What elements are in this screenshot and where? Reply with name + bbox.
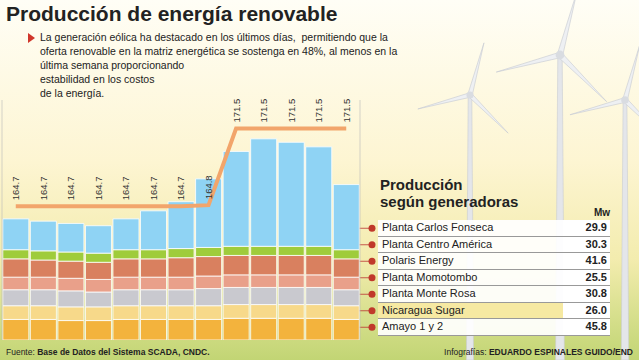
html-text:45.8: 45.8 <box>585 320 607 332</box>
html-text:Planta Centro América: Planta Centro América <box>382 237 493 250</box>
html-text:41.6: 41.6 <box>585 254 607 266</box>
svg-text:164.7: 164.7 <box>148 177 159 201</box>
html-text:30.3: 30.3 <box>585 237 607 250</box>
svg-text:171.5: 171.5 <box>231 99 242 123</box>
svg-text:164.7: 164.7 <box>65 177 76 201</box>
html-text:25.5: 25.5 <box>585 270 607 283</box>
svg-text:164.7: 164.7 <box>10 177 21 201</box>
html-text:Fuente: Base de Datos del Sist: Fuente: Base de Datos del Sistema SCADA,… <box>6 347 210 357</box>
html-text:Mw: Mw <box>593 207 610 218</box>
html-text:Planta Carlos Fonseca: Planta Carlos Fonseca <box>382 221 494 233</box>
html-text:26.0: 26.0 <box>585 303 607 316</box>
svg-text:164.7: 164.7 <box>38 177 49 201</box>
html-text:29.9: 29.9 <box>585 221 607 233</box>
html-text:Polaris Energy: Polaris Energy <box>382 254 454 266</box>
html-text:Planta Momotombo: Planta Momotombo <box>382 270 478 283</box>
html-text:de la energía.: de la energía. <box>40 87 105 99</box>
html-text:Nicaragua Sugar: Nicaragua Sugar <box>382 303 465 316</box>
svg-text:164.7: 164.7 <box>120 177 131 201</box>
html-text:30.8: 30.8 <box>585 287 607 299</box>
html-text:Planta Monte Rosa: Planta Monte Rosa <box>382 287 476 299</box>
html-text:oferta renovable en la matriz: oferta renovable en la matriz energética… <box>40 45 398 57</box>
html-text:Amayo 1 y 2: Amayo 1 y 2 <box>382 320 444 332</box>
svg-text:164.7: 164.7 <box>93 177 104 201</box>
html-text:estabilidad en los costos: estabilidad en los costos <box>40 73 155 85</box>
html-text:Producción: Producción <box>380 176 463 193</box>
svg-text:164.7: 164.7 <box>176 177 187 201</box>
html-text:según generadoras: según generadoras <box>380 193 519 210</box>
svg-text:171.5: 171.5 <box>341 99 352 123</box>
html-text:Producción de energía renovabl: Producción de energía renovable <box>6 2 338 25</box>
svg-text:164.8: 164.8 <box>203 175 214 199</box>
html-text:Infografías: EDUARDO ESPINALES: Infografías: EDUARDO ESPINALES GUIDO/END <box>444 347 633 357</box>
html-text:La generación eólica ha destac: La generación eólica ha destacado en los… <box>40 31 388 43</box>
svg-text:171.5: 171.5 <box>258 99 269 123</box>
svg-text:171.5: 171.5 <box>286 99 297 123</box>
html-text:última semana proporcionando: última semana proporcionando <box>40 59 185 71</box>
svg-text:171.5: 171.5 <box>313 99 324 123</box>
